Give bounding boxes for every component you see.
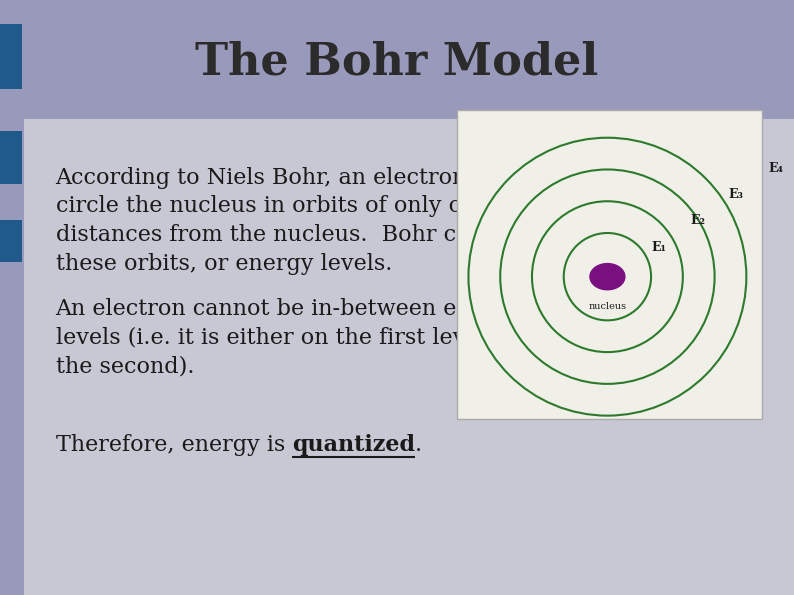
Circle shape	[590, 264, 625, 290]
Text: E₂: E₂	[691, 214, 706, 227]
Text: quantized: quantized	[292, 434, 415, 456]
Text: .: .	[415, 434, 422, 456]
Text: E₃: E₃	[729, 188, 744, 201]
Text: An electron cannot be in-between energy
levels (i.e. it is either on the first l: An electron cannot be in-between energy …	[56, 298, 522, 377]
Text: According to Niels Bohr, an electron can
circle the nucleus in orbits of only ce: According to Niels Bohr, an electron can…	[56, 167, 528, 275]
Text: Therefore, energy is: Therefore, energy is	[56, 434, 292, 456]
Text: nucleus: nucleus	[588, 302, 626, 311]
Bar	[0, 220, 22, 262]
Bar	[0, 24, 22, 89]
Text: The Bohr Model: The Bohr Model	[195, 41, 599, 84]
Bar	[24, 119, 794, 595]
Text: E₁: E₁	[651, 241, 666, 254]
Text: E₄: E₄	[769, 162, 784, 175]
Bar	[457, 110, 762, 419]
Bar	[0, 131, 22, 184]
